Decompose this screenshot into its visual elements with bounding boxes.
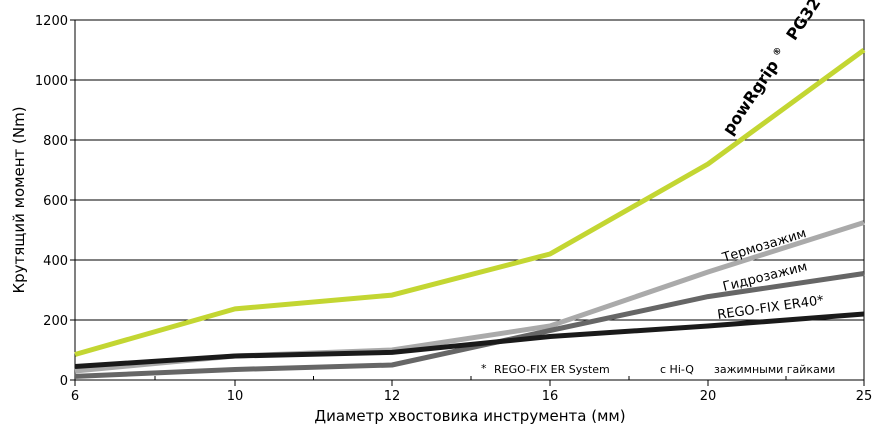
series-line-2 [74, 271, 865, 379]
y-tick-label: 1000 [35, 74, 68, 89]
x-tick-label: 20 [700, 389, 717, 404]
x-tick-label: 6 [71, 389, 79, 404]
y-tick-label: 400 [43, 254, 68, 269]
footnote-system: REGO-FIX ER System [494, 363, 610, 376]
footnote-with: c Hi-Q [660, 363, 694, 376]
y-tick-label: 0 [60, 374, 68, 389]
x-tick-label: 16 [542, 389, 559, 404]
plot-frame [74, 19, 865, 381]
series-lines [74, 47, 866, 379]
grid-lines [75, 79, 864, 321]
y-tick-label: 600 [43, 194, 68, 209]
footnote-star: * [481, 362, 487, 375]
brand-label-registered: ® [771, 45, 784, 58]
series-line-3 [74, 311, 865, 369]
brand-label-model: PG32 [782, 0, 824, 44]
x-tick-label: 25 [856, 389, 873, 404]
y-axis-title: Крутящий момент (Nm) [10, 106, 28, 293]
x-axis-ticks: 6 10 12 16 20 25 [71, 376, 872, 404]
y-axis-ticks: 0 200 400 600 800 1000 1200 [35, 14, 75, 389]
y-tick-label: 800 [43, 134, 68, 149]
y-tick-label: 200 [43, 314, 68, 329]
x-tick-label: 10 [227, 389, 244, 404]
y-tick-label: 1200 [35, 14, 68, 29]
x-axis-title: Диаметр хвостовика инструмента (мм) [314, 407, 625, 425]
x-tick-label: 12 [384, 389, 401, 404]
footnote-nuts: зажимными гайками [714, 363, 835, 376]
series-line-0 [74, 47, 866, 357]
brand-label-main: powRgrip [719, 56, 783, 138]
